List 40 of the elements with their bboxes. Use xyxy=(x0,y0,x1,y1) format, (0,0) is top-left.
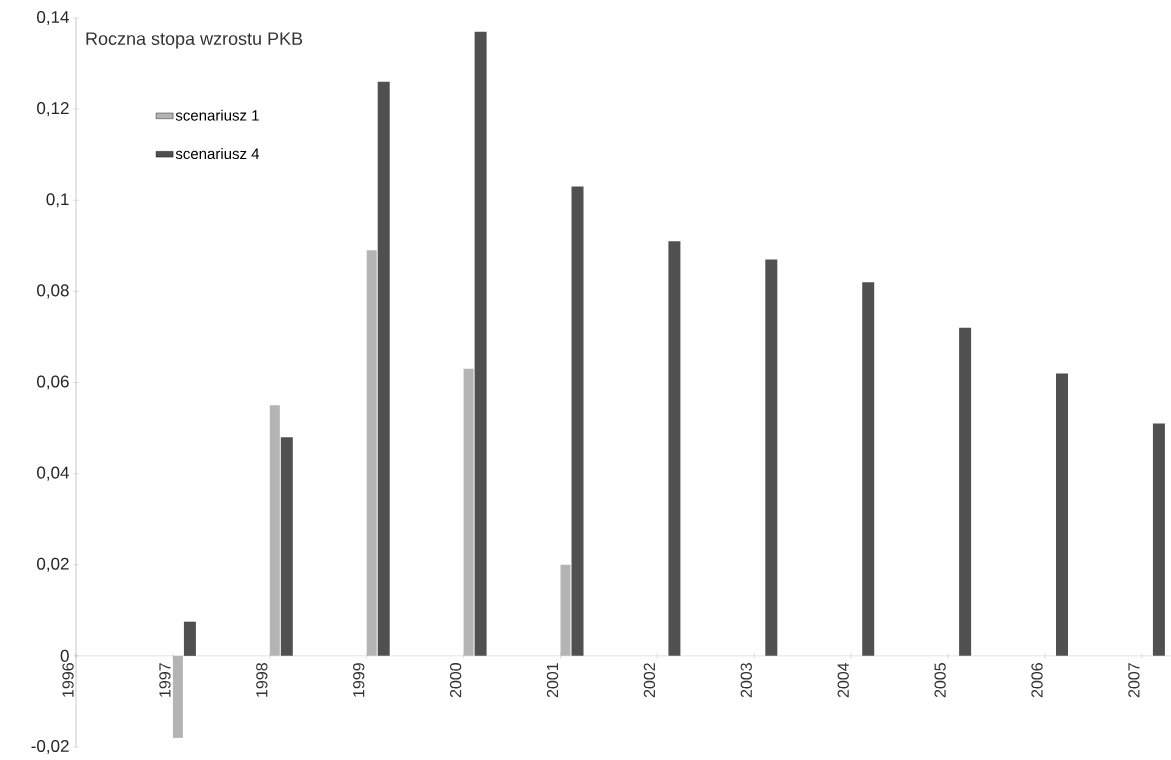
legend-label: scenariusz 1 xyxy=(175,109,259,121)
bar xyxy=(280,437,293,656)
legend-label: scenariusz 4 xyxy=(175,148,260,160)
y-tick-label: 0,1 xyxy=(46,193,69,208)
x-tick-label: 1996 xyxy=(62,663,74,697)
bar xyxy=(1152,423,1165,656)
bar xyxy=(560,564,571,656)
bar xyxy=(571,186,584,656)
x-tick-label: 2003 xyxy=(740,663,752,698)
x-tick-label: 2007 xyxy=(1128,663,1140,698)
x-tick-label: 2004 xyxy=(837,662,849,698)
text: Roczna stopa wzrostu PKB xyxy=(86,32,303,49)
x-tick-label: 2000 xyxy=(449,663,462,698)
x-tick-label: 1998 xyxy=(256,663,268,697)
bar xyxy=(172,655,183,738)
y-tick-label: 0,14 xyxy=(37,10,69,26)
bar xyxy=(377,81,390,656)
bar xyxy=(366,250,377,656)
bar xyxy=(1056,373,1069,656)
x-tick-label: 2001 xyxy=(546,663,559,698)
y-tick-label: 0,12 xyxy=(37,102,69,117)
bar xyxy=(463,368,474,656)
y-tick-label: 0 xyxy=(60,649,69,662)
x-tick-label: 2002 xyxy=(643,663,656,698)
y-tick-label: 0,02 xyxy=(37,557,69,572)
bar xyxy=(668,241,681,656)
bar xyxy=(959,327,972,656)
y-tick-label: 0,04 xyxy=(37,466,69,481)
bar xyxy=(183,621,196,656)
y-tick-label: 0,06 xyxy=(37,375,69,390)
bar xyxy=(269,405,280,656)
bar xyxy=(765,259,778,656)
y-tick-label: -0,02 xyxy=(31,739,69,755)
x-tick-label: 1999 xyxy=(353,663,365,697)
bar xyxy=(862,282,875,656)
x-tick-label: 1997 xyxy=(159,663,171,697)
x-tick-label: 2005 xyxy=(934,663,946,698)
x-tick-label: 2006 xyxy=(1031,663,1043,698)
y-tick-label: 0,08 xyxy=(37,284,69,299)
bar xyxy=(474,31,487,656)
